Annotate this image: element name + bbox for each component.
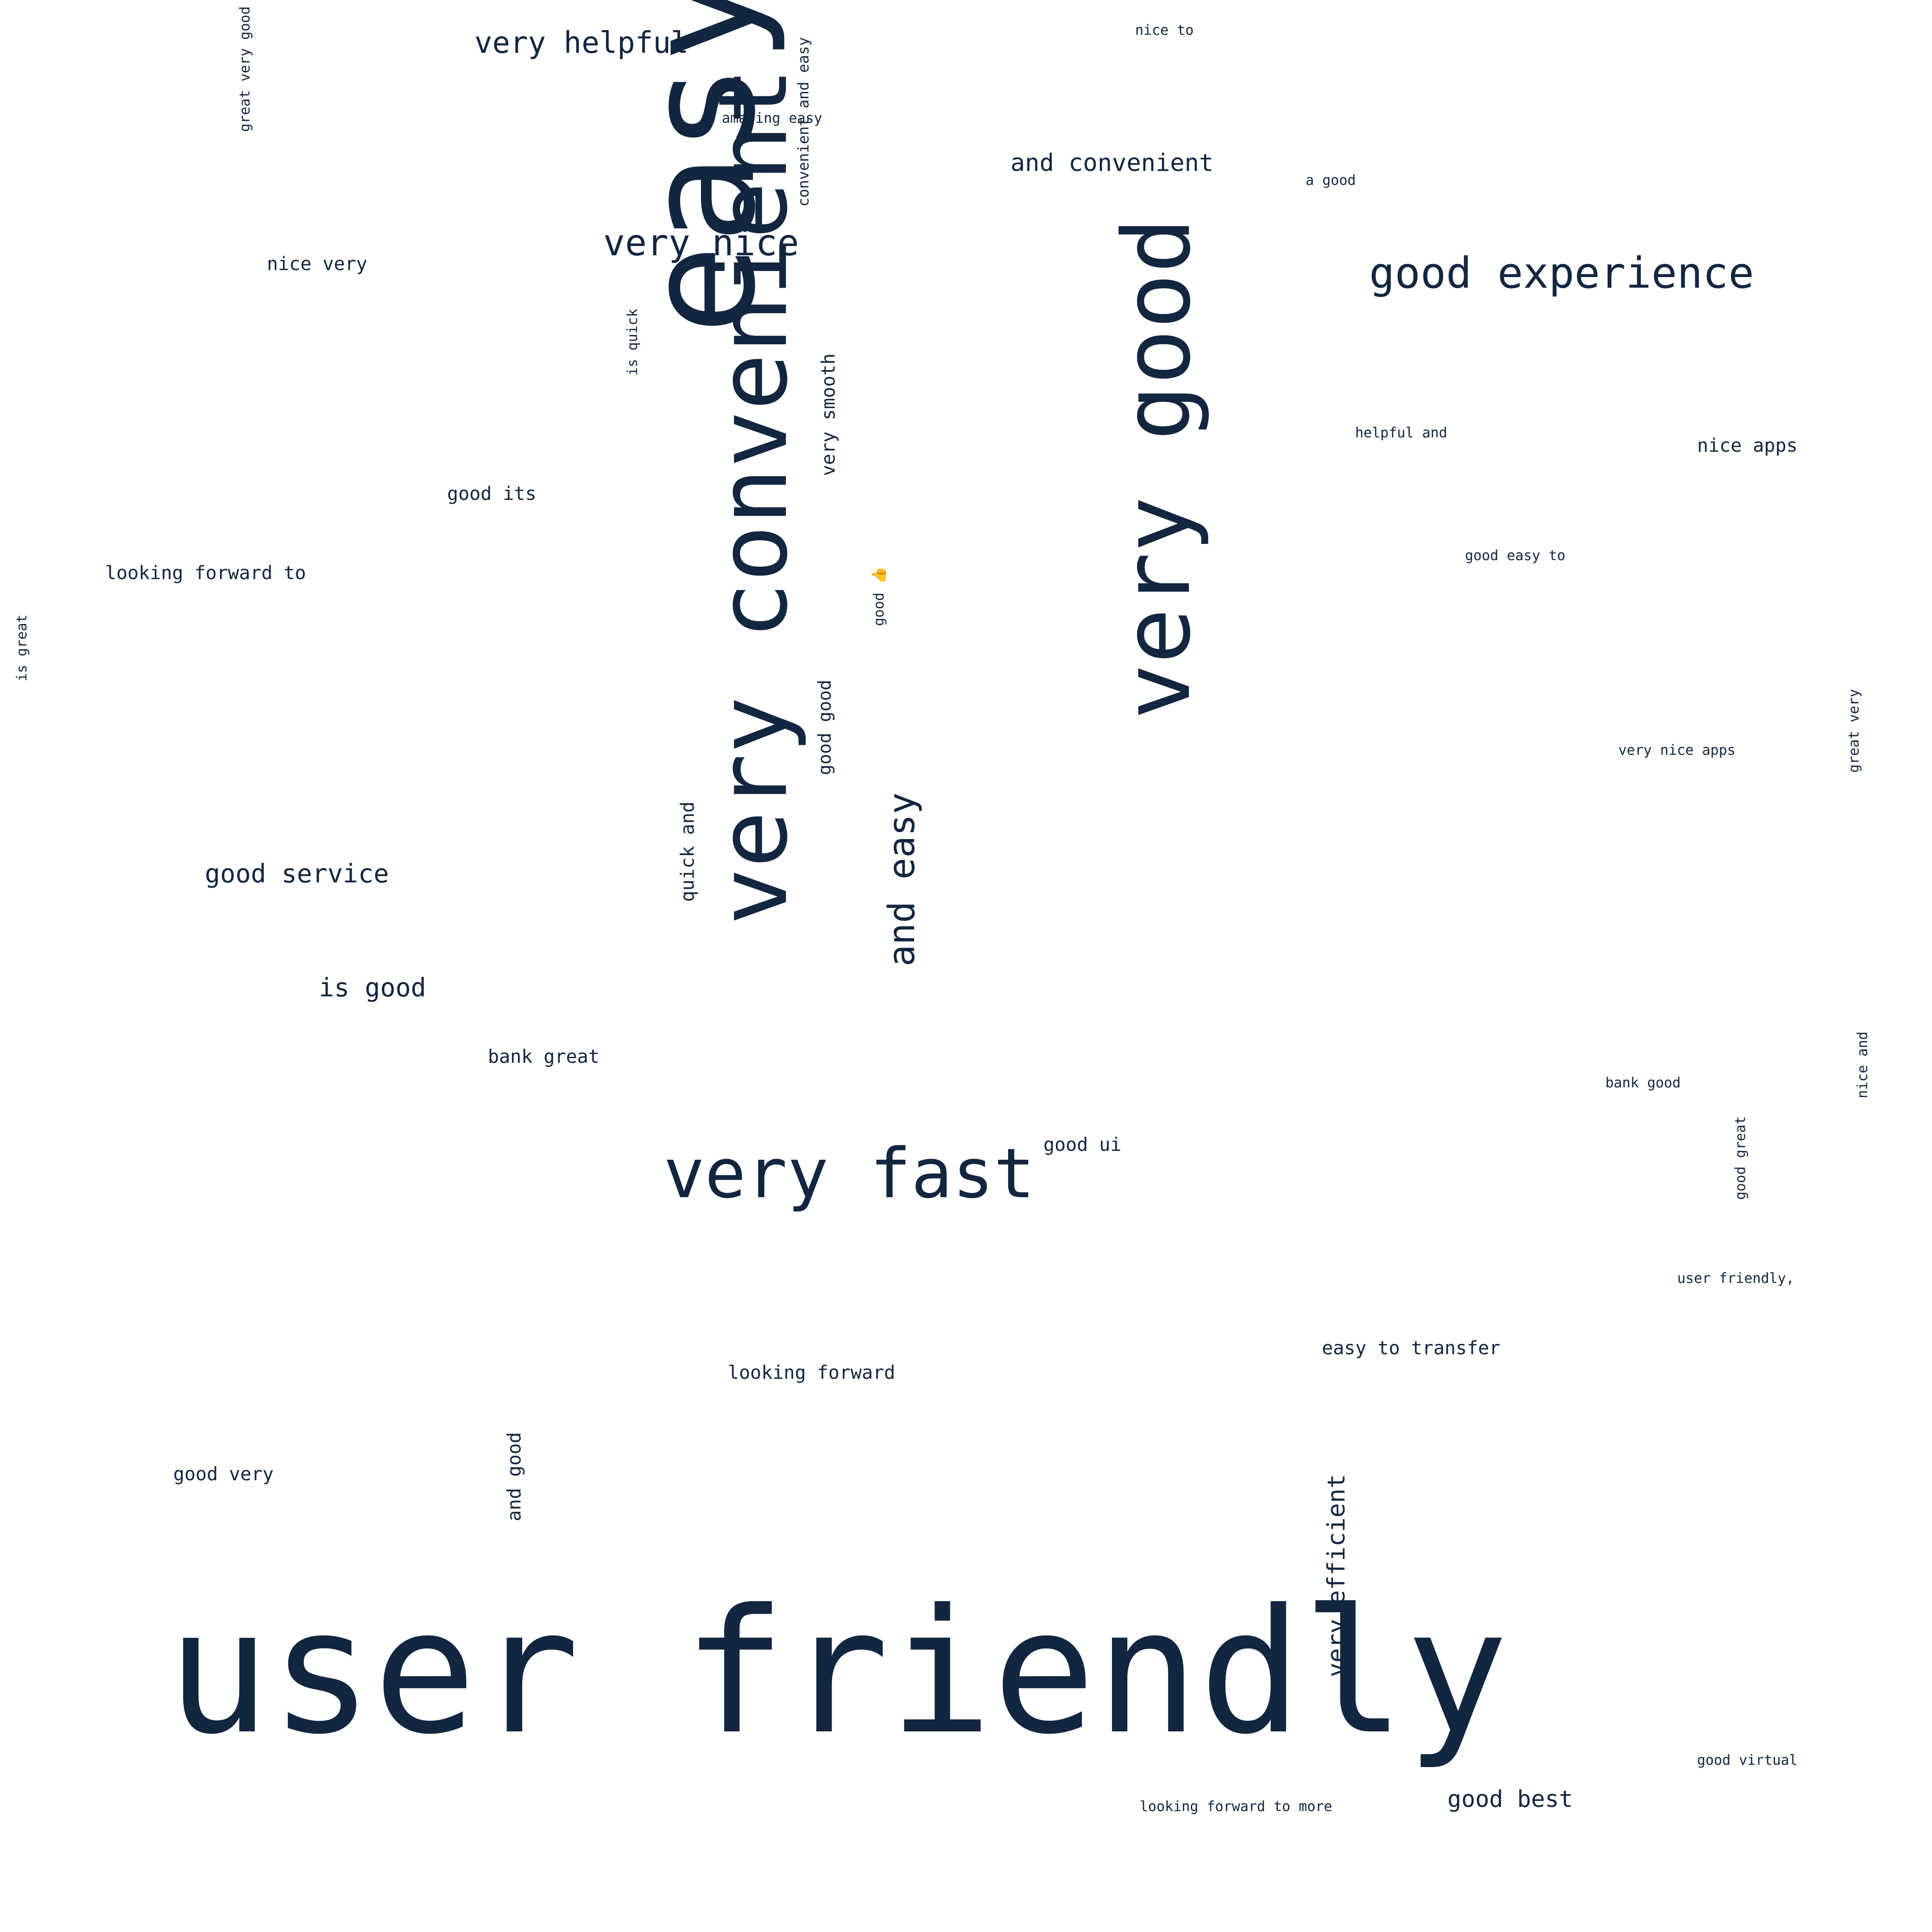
word-good-thumbs-up: good 👍 xyxy=(871,567,888,626)
word-good-virtual: good virtual xyxy=(1697,1752,1798,1768)
word-helpful-and: helpful and xyxy=(1355,425,1447,441)
word-very-fast: very fast xyxy=(663,1134,1035,1213)
word-bank-good: bank good xyxy=(1605,1075,1681,1091)
word-nice-very: nice very xyxy=(267,253,367,275)
word-looking-forward-to: looking forward to xyxy=(105,562,306,584)
word-is-quick: is quick xyxy=(624,309,641,376)
word-user-friendly: user friendly xyxy=(167,1573,1509,1772)
word-good-great: good great xyxy=(1732,1116,1749,1200)
word-good-ui: good ui xyxy=(1043,1134,1122,1155)
word-very-convenient: very convenient xyxy=(698,67,809,925)
word-great-very: great very xyxy=(1846,689,1863,773)
word-a-good: a good xyxy=(1306,172,1356,189)
word-nice-to: nice to xyxy=(1135,22,1194,38)
word-very-nice: very nice xyxy=(603,222,799,264)
word-is-great: is great xyxy=(13,614,30,682)
word-very-helpful: very helpful xyxy=(474,26,689,60)
word-great-very-good: great very good xyxy=(237,6,253,132)
word-easy-to-transfer: easy to transfer xyxy=(1322,1338,1501,1359)
word-nice-and: nice and xyxy=(1854,1031,1871,1099)
word-very-smooth: very smooth xyxy=(818,353,840,476)
word-looking-forward: looking forward xyxy=(728,1362,896,1383)
word-very-good: very good xyxy=(1103,217,1212,720)
word-good-service: good service xyxy=(205,859,389,889)
word-good-good: good good xyxy=(814,680,835,776)
word-bank-great: bank great xyxy=(488,1046,600,1067)
word-quick-and: quick and xyxy=(677,801,699,902)
word-good-easy-to: good easy to xyxy=(1465,548,1566,564)
word-good-best: good best xyxy=(1447,1786,1573,1812)
word-good-very: good very xyxy=(173,1464,274,1485)
word-and-easy: and easy xyxy=(881,792,923,967)
word-amazing-easy: amazing easy xyxy=(722,110,822,126)
word-good-experience: good experience xyxy=(1369,248,1754,298)
word-and-good: and good xyxy=(504,1432,525,1522)
word-and-convenient: and convenient xyxy=(1010,149,1214,177)
word-very-nice-apps: very nice apps xyxy=(1618,742,1736,758)
word-user-friendly-comma: user friendly, xyxy=(1677,1270,1794,1287)
word-very-efficient: very efficient xyxy=(1322,1474,1351,1677)
word-nice-apps: nice apps xyxy=(1697,435,1798,456)
word-looking-forward-to-more: looking forward to more xyxy=(1140,1799,1332,1815)
word-is-good: is good xyxy=(319,972,426,1003)
word-good-its: good its xyxy=(447,483,537,505)
